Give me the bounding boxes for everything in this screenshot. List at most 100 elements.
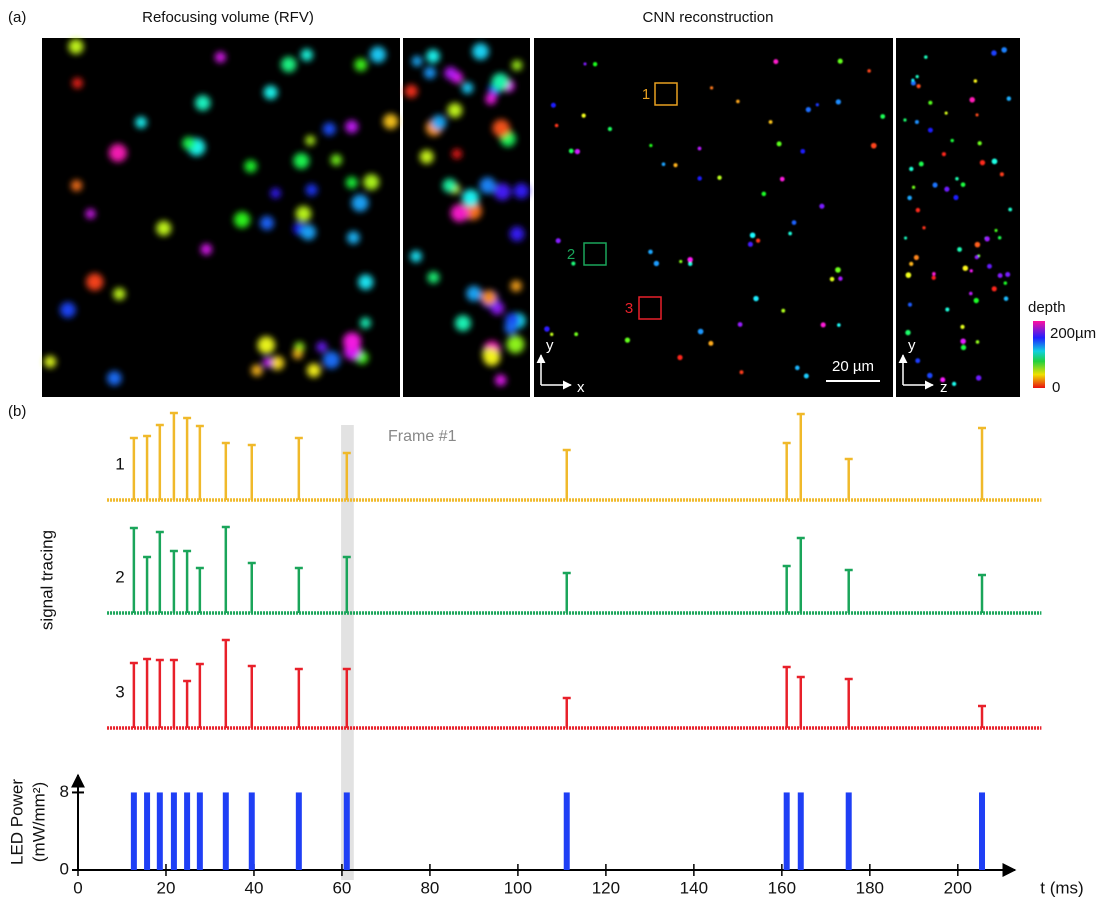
dot: [491, 73, 510, 91]
roi-label: 3: [625, 300, 633, 317]
dot: [200, 243, 212, 255]
bar: [130, 792, 137, 870]
bar: [170, 792, 177, 870]
dot: [113, 287, 126, 301]
dot: [262, 357, 273, 368]
dot: [583, 62, 587, 66]
annotation: Frame #1: [388, 428, 457, 445]
dot: [511, 60, 523, 71]
dot: [903, 118, 907, 122]
x-axis-label: t (ms): [1040, 878, 1083, 897]
dot: [450, 204, 469, 222]
dot: [383, 113, 399, 130]
bar: [783, 792, 790, 870]
cnn-zy: [896, 38, 1020, 397]
dot: [880, 114, 886, 119]
rfv-xy: [42, 38, 400, 397]
trace-label: 1: [115, 454, 124, 473]
dot: [950, 138, 954, 143]
dot: [673, 163, 678, 168]
scale-bar-label: 20 µm: [832, 358, 874, 375]
dot: [768, 120, 773, 124]
dot: [994, 228, 998, 232]
dot: [960, 344, 967, 351]
dot: [607, 126, 613, 132]
dot: [431, 114, 447, 131]
dot: [973, 297, 979, 304]
dot: [648, 249, 653, 255]
roi-boxes: 1 2 3: [567, 82, 678, 320]
dot: [791, 220, 797, 225]
dot: [795, 365, 800, 371]
bar: [845, 792, 852, 870]
dot: [411, 55, 423, 67]
dot: [316, 341, 328, 353]
dot: [492, 119, 510, 137]
dot: [962, 265, 969, 271]
cnn-xy: [534, 38, 893, 397]
dot-group: [903, 47, 1013, 386]
dot: [306, 363, 321, 378]
frame-band: [341, 425, 354, 880]
dot: [322, 351, 341, 369]
dot: [300, 224, 317, 240]
dot: [960, 182, 966, 187]
dot: [709, 86, 714, 90]
dot: [257, 336, 276, 354]
dot: [944, 186, 950, 192]
dot: [914, 119, 919, 125]
dot: [974, 241, 981, 248]
dot: [156, 220, 172, 236]
x-tick-label: 20: [157, 878, 176, 897]
bar: [156, 792, 163, 870]
dot: [915, 207, 921, 213]
dot: [509, 226, 525, 242]
dot: [779, 176, 785, 182]
dot: [444, 66, 458, 80]
dot: [984, 236, 990, 242]
x-tick-label: 120: [592, 878, 620, 897]
dot: [835, 267, 841, 273]
dot: [969, 97, 975, 103]
y-axis-label: signal tracing: [37, 530, 56, 630]
dot: [263, 85, 278, 100]
axis-label: z: [940, 379, 948, 396]
dot: [916, 84, 921, 89]
dot: [342, 332, 362, 351]
dot-group: [43, 39, 399, 386]
dot: [974, 255, 979, 260]
colorbar-title: depth: [1028, 299, 1066, 316]
dot: [574, 148, 581, 155]
x-tick-label: 80: [420, 878, 439, 897]
dot: [71, 179, 83, 192]
dot: [953, 194, 959, 201]
dot: [346, 231, 360, 245]
dot: [905, 272, 912, 278]
dot: [924, 55, 928, 59]
x-tick-label: 100: [504, 878, 532, 897]
dot: [977, 141, 982, 146]
dot: [805, 107, 811, 113]
dot: [717, 175, 722, 180]
dot: [280, 56, 297, 73]
dot: [697, 328, 704, 335]
dot: [910, 80, 916, 86]
dot: [410, 250, 422, 263]
dot: [837, 58, 843, 64]
image-panels: [42, 38, 1020, 397]
dot: [259, 216, 274, 231]
colorbar-label: 0: [1052, 379, 1060, 396]
dot: [697, 176, 702, 181]
dot: [909, 261, 914, 267]
dot: [363, 174, 380, 190]
axes-indicators: [536, 354, 934, 390]
dot-group: [544, 58, 886, 379]
dot: [957, 247, 962, 252]
dot: [351, 194, 369, 212]
dot: [969, 291, 973, 296]
dot: [835, 99, 842, 105]
dot: [215, 51, 226, 63]
x-tick-label: 160: [768, 878, 796, 897]
dot: [697, 146, 702, 151]
dot: [749, 232, 756, 239]
